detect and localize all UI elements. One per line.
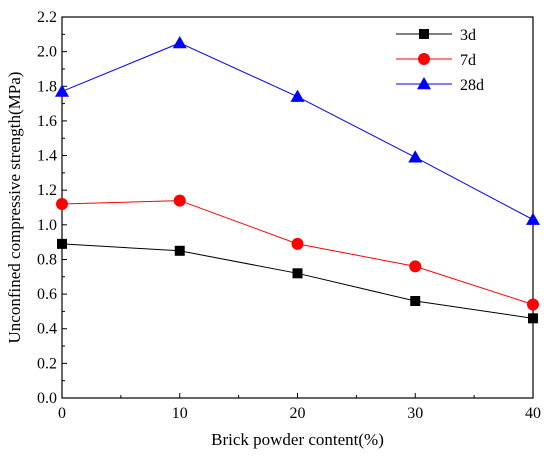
y-tick-label: 1.2 xyxy=(37,182,57,199)
data-point-7d xyxy=(56,198,68,211)
legend-item-3d: 3d xyxy=(396,27,476,44)
legend-marker xyxy=(417,77,431,90)
data-point-28d xyxy=(172,35,187,49)
y-tick-label: 1.8 xyxy=(37,78,57,95)
data-point-28d xyxy=(408,150,423,163)
y-tick-label: 0.6 xyxy=(37,286,57,303)
x-axis-title: Brick powder content(%) xyxy=(211,430,384,449)
y-axis-ticks: 0.0 0.2 0.4 0.6 0.8 1.0 1.2 1.4 1.6 1.8 2.0 2.2 xyxy=(37,9,67,407)
data-point-28d xyxy=(526,212,540,225)
y-tick-label: 2.0 xyxy=(37,44,57,61)
data-point-3d xyxy=(528,313,538,324)
data-point-7d xyxy=(173,194,186,207)
y-tick-label: 2.2 xyxy=(37,9,57,26)
plot-area xyxy=(61,16,534,399)
y-tick-label: 0.8 xyxy=(37,251,57,268)
legend-label: 3d xyxy=(460,27,476,44)
data-point-3d xyxy=(57,238,67,249)
legend-item-28d: 28d xyxy=(396,77,484,94)
series-3d xyxy=(57,238,538,324)
data-point-7d xyxy=(527,298,539,311)
data-point-28d xyxy=(55,84,69,97)
y-tick-label: 1.6 xyxy=(37,113,57,130)
data-point-3d xyxy=(292,268,303,279)
series-line-28d xyxy=(61,42,534,221)
y-tick-label: 1.4 xyxy=(37,148,57,165)
series-28d xyxy=(55,35,540,225)
y-axis-title: Unconfined compressive strength(MPa) xyxy=(5,72,24,344)
data-point-28d xyxy=(290,89,305,102)
legend-label: 28d xyxy=(460,77,484,94)
x-tick-label: 0 xyxy=(58,405,66,422)
x-tick-label: 30 xyxy=(407,405,423,422)
data-point-7d xyxy=(291,237,304,250)
data-point-7d xyxy=(409,260,422,273)
series-layer xyxy=(55,35,540,324)
legend-label: 7d xyxy=(460,52,476,69)
x-tick-label: 20 xyxy=(290,405,306,422)
legend: 3d 7d 28d xyxy=(396,27,484,94)
x-axis-ticks: 0 10 20 30 40 xyxy=(58,393,541,422)
plot-border xyxy=(61,16,534,399)
series-line-7d xyxy=(61,200,534,305)
y-tick-label: 0.0 xyxy=(37,390,57,407)
x-tick-label: 10 xyxy=(172,405,188,422)
legend-marker xyxy=(419,29,429,39)
data-point-3d xyxy=(410,296,421,307)
legend-item-7d: 7d xyxy=(396,52,476,69)
y-tick-label: 0.2 xyxy=(37,355,57,372)
series-7d xyxy=(56,194,539,311)
legend-marker xyxy=(418,53,430,65)
x-tick-label: 40 xyxy=(525,405,541,422)
y-tick-label: 1.0 xyxy=(37,217,57,234)
data-point-3d xyxy=(174,245,185,256)
y-tick-label: 0.4 xyxy=(37,321,57,338)
